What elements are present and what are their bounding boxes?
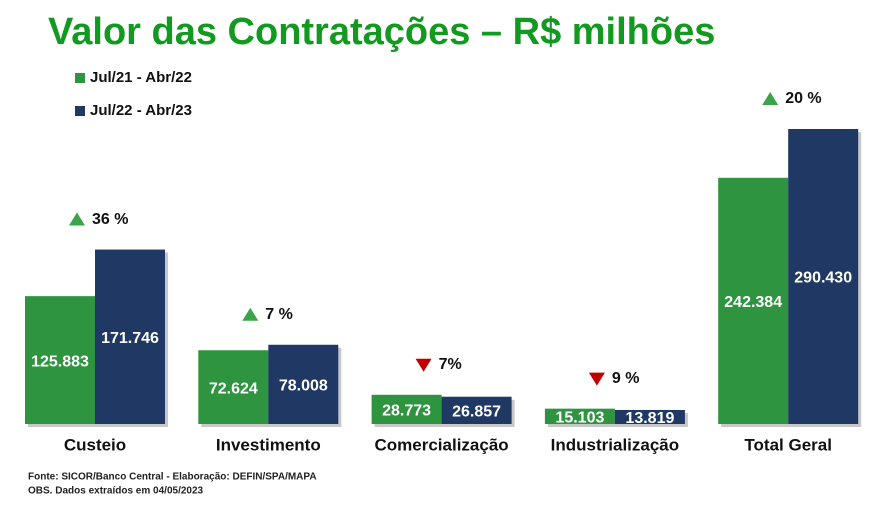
change-label: 7 % bbox=[265, 306, 293, 323]
bar bbox=[25, 296, 95, 424]
change-label: 36 % bbox=[92, 211, 128, 228]
value-label: 28.773 bbox=[382, 403, 431, 420]
legend-swatch bbox=[75, 106, 85, 116]
change-label: 20 % bbox=[785, 90, 821, 107]
value-label: 171.746 bbox=[101, 330, 159, 347]
x-tick-label: Comercialização bbox=[375, 435, 509, 454]
change-arrow bbox=[588, 372, 605, 386]
change-label: 7% bbox=[439, 356, 462, 373]
bar bbox=[788, 129, 859, 424]
value-label: 290.430 bbox=[794, 270, 852, 287]
legend-label: Jul/21 - Abr/22 bbox=[90, 69, 192, 86]
x-tick-label: Custeio bbox=[64, 435, 126, 454]
value-label: 15.103 bbox=[555, 410, 604, 427]
change-arrow bbox=[762, 92, 779, 105]
change-arrow bbox=[242, 307, 259, 321]
value-label: 242.384 bbox=[724, 294, 782, 311]
footnote: Fonte: SICOR/Banco Central - Elaboração:… bbox=[28, 472, 317, 483]
value-label: 72.624 bbox=[209, 380, 258, 397]
legend-label: Jul/22 - Abr/23 bbox=[90, 102, 192, 119]
bar bbox=[544, 408, 615, 424]
x-tick-label: Investimento bbox=[216, 435, 321, 454]
value-label: 125.883 bbox=[31, 353, 89, 370]
bar bbox=[268, 344, 339, 424]
x-tick-label: Industrialização bbox=[551, 435, 679, 454]
change-arrow bbox=[69, 212, 85, 226]
bar bbox=[614, 409, 685, 424]
chart-title: Valor das Contratações – R$ milhões bbox=[48, 11, 715, 53]
bar bbox=[198, 350, 269, 424]
legend-swatch bbox=[75, 73, 85, 83]
x-tick-label: Total Geral bbox=[744, 435, 832, 454]
bar bbox=[95, 249, 165, 424]
footnote: OBS. Dados extraídos em 04/05/2023 bbox=[28, 486, 204, 497]
value-label: 26.857 bbox=[452, 404, 501, 421]
bar bbox=[718, 177, 789, 424]
value-label: 13.819 bbox=[625, 410, 674, 427]
change-label: 9 % bbox=[612, 370, 640, 387]
bar bbox=[371, 394, 442, 424]
change-arrow bbox=[415, 358, 432, 372]
value-label: 78.008 bbox=[279, 378, 328, 395]
bar bbox=[441, 396, 512, 424]
